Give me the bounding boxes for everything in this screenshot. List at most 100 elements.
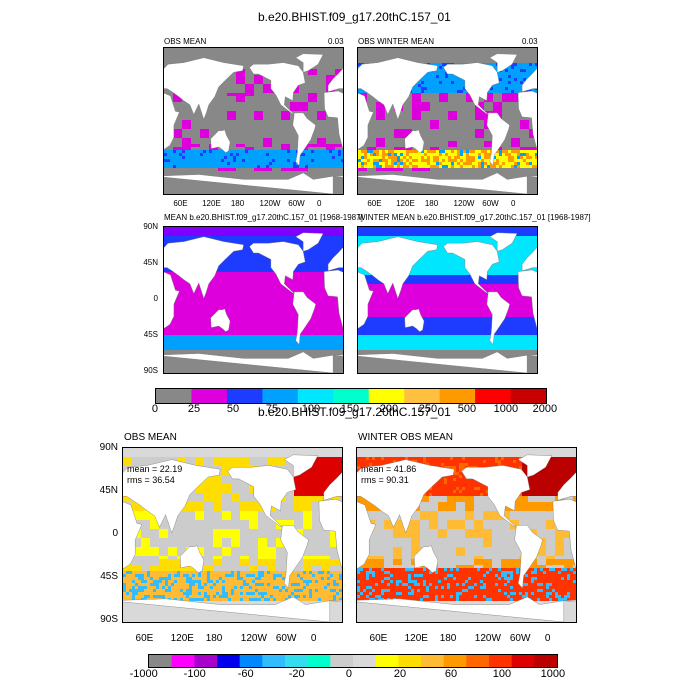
field-cell [320,156,323,159]
field-cell [454,108,457,111]
field-cell [412,147,415,150]
field-cell [194,120,197,123]
field-cell [242,90,245,93]
field-cell [433,111,436,114]
field-cell [367,54,370,57]
field-cell [272,171,275,174]
field-cell [275,177,278,180]
field-cell [520,144,523,147]
field-cell [239,168,242,171]
field-cell [242,69,245,72]
field-cell [445,126,448,129]
field-cell [314,51,317,54]
field-cell [290,156,293,159]
field-cell [433,78,436,81]
field-cell [173,150,176,153]
field-cell [508,84,511,87]
field-cell [427,96,430,99]
field-cell [200,135,203,138]
field-cell [305,156,308,159]
field-cell [191,48,194,51]
field-cell [209,102,212,105]
field-cell [403,144,406,147]
field-cell [212,126,215,129]
field-cell [502,114,505,117]
field-cell [514,114,517,117]
field-cell [179,48,182,51]
field-cell [451,96,454,99]
field-cell [233,150,236,153]
field-cell [191,120,194,123]
field-cell [239,117,242,120]
field-cell [305,159,308,162]
field-cell [436,111,439,114]
field-cell [176,162,179,165]
field-cell [191,156,194,159]
field-cell [194,123,197,126]
field-cell [463,138,466,141]
field-cell [460,141,463,144]
field-cell [164,156,167,159]
field-cell [305,165,308,168]
field-cell [320,129,323,132]
field-cell [287,153,290,156]
field-cell [251,171,254,174]
field-cell [508,48,511,51]
field-cell [481,54,484,57]
field-cell [487,54,490,57]
field-cell [415,108,418,111]
field-cell [245,60,248,63]
field-cell [221,111,224,114]
field-cell [215,147,218,150]
field-cell [185,60,188,63]
field-cell [302,96,305,99]
field-cell [197,57,200,60]
field-cell [173,93,176,96]
field-cell [415,105,418,108]
field-cell [299,192,302,194]
field-cell [215,159,218,162]
field-cell [526,51,529,54]
field-cell [302,99,305,102]
field-cell [317,147,320,150]
field-cell [185,129,188,132]
field-cell [484,57,487,60]
field-cell [191,171,194,174]
field-cell [269,132,272,135]
field-cell [308,174,311,177]
field-cell [281,129,284,132]
field-cell [424,138,427,141]
field-cell [227,186,230,189]
field-cell [236,186,239,189]
field-cell [209,117,212,120]
field-cell [466,60,469,63]
field-cell [481,51,484,54]
field-cell [385,51,388,54]
field-cell [194,51,197,54]
field-cell [212,189,215,192]
field-cell [206,189,209,192]
field-cell [227,96,230,99]
field-cell [323,90,326,93]
field-cell [293,51,296,54]
field-cell [272,105,275,108]
field-cell [514,60,517,63]
field-cell [215,186,218,189]
field-cell [430,126,433,129]
field-cell [212,156,215,159]
field-cell [230,153,233,156]
field-cell [457,123,460,126]
field-cell [293,171,296,174]
field-cell [329,153,332,156]
field-cell [182,138,185,141]
field-cell [287,147,290,150]
field-cell [179,147,182,150]
field-cell [305,90,308,93]
field-cell [239,144,242,147]
field-cell [373,123,376,126]
field-cell [215,156,218,159]
field-cell [230,168,233,171]
field-cell [257,75,260,78]
field-cell [457,90,460,93]
field-cell [421,123,424,126]
